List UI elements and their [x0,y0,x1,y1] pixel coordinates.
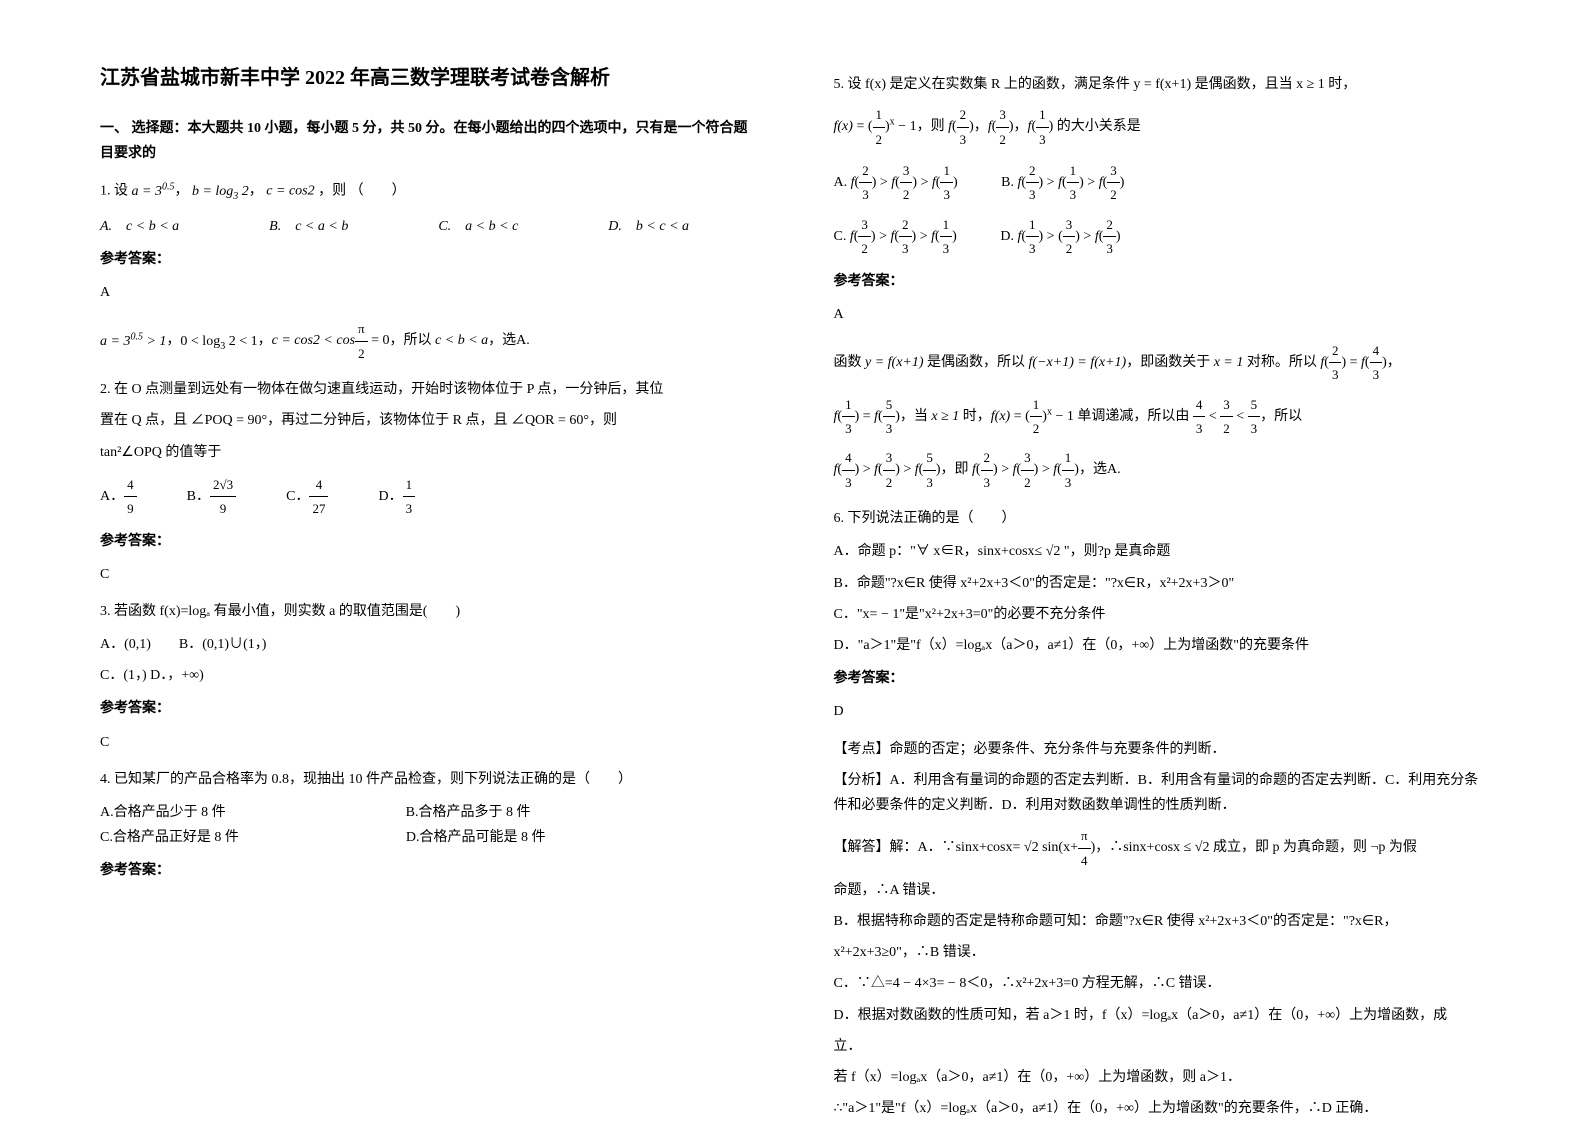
q6-jieda-b-l1: B．根据特称命题的否定是特称命题可知：命题"?x∈R 使得 x²+2x+3＜0"… [834,909,1488,934]
q6-answer-label: 参考答案： [834,666,1488,691]
q6-kaodian: 【考点】命题的否定；必要条件、充分条件与充要条件的判断． [834,737,1488,762]
exam-title: 江苏省盐城市新丰中学 2022 年高三数学理联考试卷含解析 [100,60,754,96]
q2-options: A．49 B．2√39 C．427 D．13 [100,473,754,521]
q4-opt-d: D.合格产品可能是 8 件 [406,825,546,850]
q4-opt-a: A.合格产品少于 8 件 [100,800,226,825]
q6-opt-b: B．命题"?x∈R 使得 x²+2x+3＜0"的否定是："?x∈R，x²+2x+… [834,571,1488,596]
q4-answer-label: 参考答案： [100,858,754,883]
q1-stem: 1. 设 [100,184,128,199]
q6-fenxi: 【分析】A．利用含有量词的命题的否定去判断．B．利用含有量词的命题的否定去判断．… [834,768,1488,818]
question-3: 3. 若函数 f(x)=logₐ 有最小值，则实数 a 的取值范围是( ) [100,599,754,624]
q1-b-expr: b = log3 2 [192,184,249,199]
q1-answer: A [100,280,754,305]
q2-stem-l3: tan²∠OPQ 的值等于 [100,440,754,465]
q6-jieda-a: 【解答】解：A．∵sinx+cosx= √2 sin(x+π4)，∴sinx+c… [834,824,1488,872]
section-header: 一、 选择题：本大题共 10 小题，每小题 5 分，共 50 分。在每小题给出的… [100,116,754,166]
q2-opt-c: C．427 [286,473,328,521]
q6-jieda-d-l3: 若 f（x）=logₐx（a＞0，a≠1）在（0，+∞）上为增函数，则 a＞1． [834,1065,1488,1090]
q6-opt-a: A．命题 p："∀ x∈R，sinx+cosx≤ √2 "，则?p 是真命题 [834,539,1488,564]
q1-answer-label: 参考答案： [100,247,754,272]
q1-opt-b: B. c < a < b [269,214,348,239]
question-4: 4. 已知某厂的产品合格率为 0.8，现抽出 10 件产品检查，则下列说法正确的… [100,767,754,792]
q2-opt-b: B．2√39 [187,473,236,521]
q5-stem-l1: 5. 设 f(x) 是定义在实数集 R 上的函数，满足条件 y = f(x+1)… [834,72,1488,97]
q5-expl-l3: f(43) > f(32) > f(53)，即 f(23) > f(32) > … [834,446,1488,494]
question-1: 1. 设 a = 30.5， b = log3 2， c = cos2 ，则 （… [100,178,754,205]
q1-a-expr: a = 30.5 [132,184,175,199]
q6-jieda-a-tail: 命题，∴A 错误． [834,878,1488,903]
q4-opt-b: B.合格产品多于 8 件 [406,800,531,825]
q1-c-expr: c = cos2 [266,184,314,199]
q2-opt-d: D．13 [378,473,415,521]
q5-stem-l2: f(x) = (12)x − 1)ˣ − 1，则 f(，则 f(23)，f(32… [834,103,1488,151]
q3-answer: C [100,730,754,755]
q1-options: A. c < b < a B. c < a < b C. a < b < c D… [100,214,754,239]
q6-jieda-d-l1: D．根据对数函数的性质可知，若 a＞1 时，f（x）=logₐx（a＞0，a≠1… [834,1003,1488,1028]
q5-expl-l1: 函数 y = f(x+1) 是偶函数，所以 f(−x+1) = f(x+1)，即… [834,339,1488,387]
q6-jieda-d-l2: 立． [834,1034,1488,1059]
q3-opt-ab: A．(0,1) B．(0,1)∪(1，) [100,632,754,657]
q5-answer: A [834,302,1488,327]
q1-opt-d: D. b < c < a [608,214,689,239]
q2-opt-a: A．49 [100,473,137,521]
q5-options-ab: A. f(23) > f(32) > f(13) B. f(23) > f(13… [834,159,1488,207]
question-2: 2. 在 O 点测量到远处有一物体在做匀速直线运动，开始时该物体位于 P 点，一… [100,377,754,465]
q5-expl-l2: f(13) = f(53)，当 x ≥ 1 时，f(x) = (12)x − 1… [834,393,1488,441]
q3-opt-cd: C．(1，) D．，+∞) [100,663,754,688]
q3-answer-label: 参考答案： [100,696,754,721]
q1-opt-c: C. a < b < c [438,214,518,239]
q1-opt-a: A. c < b < a [100,214,179,239]
q2-stem-l1: 2. 在 O 点测量到远处有一物体在做匀速直线运动，开始时该物体位于 P 点，一… [100,377,754,402]
q2-answer: C [100,562,754,587]
q6-jieda-d-l4: ∴"a＞1"是"f（x）=logₐx（a＞0，a≠1）在（0，+∞）上为增函数"… [834,1096,1488,1121]
q2-stem-l2: 置在 Q 点，且 ∠POQ = 90°，再过二分钟后，该物体位于 R 点，且 ∠… [100,408,754,433]
q1-explanation: a = 30.5 > 1，0 < log3 2 < 1，c = cos2 < c… [100,317,754,365]
q6-opt-d: D．"a＞1"是"f（x）=logₐx（a＞0，a≠1）在（0，+∞）上为增函数… [834,633,1488,658]
q4-opt-c: C.合格产品正好是 8 件 [100,825,239,850]
q6-answer: D [834,699,1488,724]
q5-options-cd: C. f(32) > f(23) > f(13) D. f(13) > (32)… [834,213,1488,261]
q6-jieda-c: C．∵△=4 − 4×3= − 8＜0，∴x²+2x+3=0 方程无解，∴C 错… [834,971,1488,996]
q6-opt-c: C．"x= − 1"是"x²+2x+3=0"的必要不充分条件 [834,602,1488,627]
question-6: 6. 下列说法正确的是（ ） [834,506,1488,531]
q5-answer-label: 参考答案： [834,269,1488,294]
question-5: 5. 设 f(x) 是定义在实数集 R 上的函数，满足条件 y = f(x+1)… [834,72,1488,151]
q1-tail: ，则 （ ） [318,184,406,199]
q6-jieda-b-l2: x²+2x+3≥0"，∴B 错误． [834,940,1488,965]
q2-answer-label: 参考答案： [100,529,754,554]
